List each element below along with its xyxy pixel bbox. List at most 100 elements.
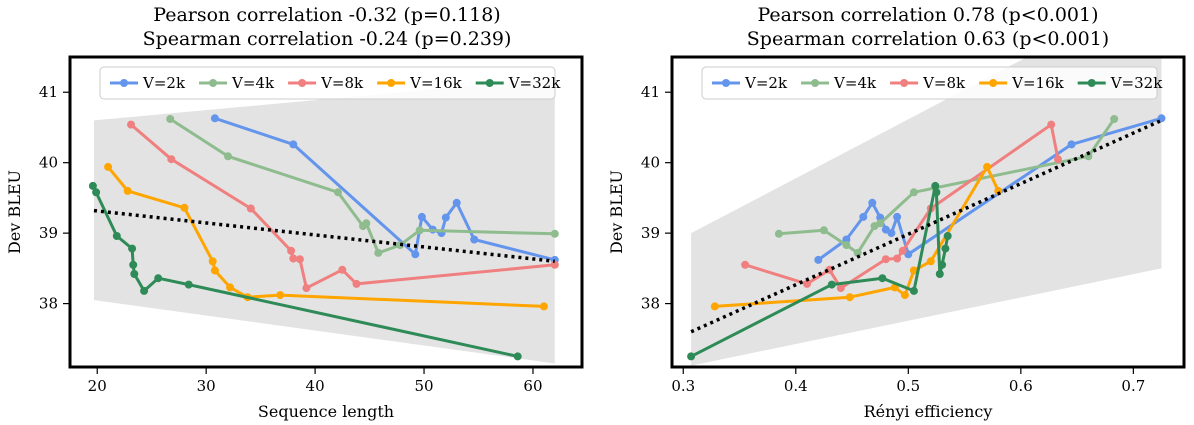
data-point <box>140 286 149 295</box>
x-tick-label: 0.5 <box>896 377 920 395</box>
data-point <box>1054 155 1062 164</box>
x-tick-label: 0.3 <box>671 377 695 395</box>
data-point <box>88 181 97 190</box>
data-point <box>167 155 176 164</box>
y-tick-label: 39 <box>39 224 58 242</box>
data-point <box>845 293 854 302</box>
x-axis-label: Sequence length <box>258 402 394 421</box>
data-point <box>302 284 311 293</box>
legend-swatch-marker <box>900 79 909 87</box>
legend-item-V=4k: V=4k <box>199 74 275 92</box>
data-point <box>827 280 836 289</box>
legend-item-V=32k: V=32k <box>475 74 561 92</box>
series-line-V=16k <box>714 165 1000 308</box>
series-V=4k <box>774 115 1119 257</box>
data-point <box>441 213 450 222</box>
data-point <box>352 279 361 288</box>
legend-label: V=2k <box>142 74 186 92</box>
data-point <box>246 204 255 213</box>
data-point <box>893 212 902 221</box>
data-point <box>334 188 342 197</box>
data-point <box>92 188 101 197</box>
plot-frame <box>68 55 584 369</box>
plot-frame <box>670 55 1186 369</box>
legend-item-V=16k: V=16k <box>979 74 1065 92</box>
legend-label: V=8k <box>320 74 364 92</box>
data-point <box>887 229 896 238</box>
data-point <box>276 291 285 300</box>
data-point <box>417 212 426 221</box>
legend-swatch-marker <box>1087 79 1096 87</box>
legend-label: V=8k <box>922 74 966 92</box>
data-point <box>932 188 941 197</box>
legend: V=2k V=4k V=8k V=16k V=32k <box>99 66 561 100</box>
legend-swatch-marker <box>989 79 998 87</box>
data-point <box>224 152 232 161</box>
x-tick-label: 30 <box>197 377 216 395</box>
confidence-band <box>93 78 555 364</box>
data-point <box>129 260 138 269</box>
legend-label: V=2k <box>744 74 788 92</box>
legend-label: V=4k <box>231 74 275 92</box>
data-point <box>938 260 947 269</box>
data-point <box>374 248 383 257</box>
data-point <box>210 114 219 123</box>
legend-swatch-marker <box>811 79 820 87</box>
data-point <box>853 248 862 257</box>
trend-line <box>93 208 555 264</box>
series-line-V=32k <box>91 185 519 358</box>
data-point <box>550 229 559 238</box>
series-V=2k <box>814 114 1166 264</box>
y-tick-label: 39 <box>641 224 660 242</box>
legend-item-V=4k: V=4k <box>801 74 877 92</box>
x-tick-label: 0.6 <box>1009 377 1033 395</box>
series-V=8k <box>127 120 559 293</box>
data-point <box>926 257 935 266</box>
data-point <box>868 198 877 207</box>
data-point <box>893 254 902 263</box>
legend-label: V=16k <box>1011 74 1064 92</box>
data-point <box>539 302 548 311</box>
legend-item-V=8k: V=8k <box>288 74 364 92</box>
data-point <box>154 274 163 283</box>
data-point <box>1084 152 1093 161</box>
y-tick-label: 38 <box>641 295 660 313</box>
data-point <box>814 255 823 264</box>
data-point <box>900 291 909 300</box>
data-point <box>741 260 750 269</box>
x-tick-label: 60 <box>523 377 542 395</box>
plot-area <box>687 57 1166 366</box>
data-point <box>208 257 217 266</box>
data-point <box>452 198 461 207</box>
data-point <box>289 254 298 263</box>
data-point <box>166 115 175 123</box>
legend-item-V=8k: V=8k <box>890 74 966 92</box>
legend-label: V=32k <box>1110 74 1163 92</box>
data-point <box>289 140 298 149</box>
x-tick-label: 0.4 <box>784 377 808 395</box>
y-tick-label: 38 <box>39 295 58 313</box>
data-point <box>180 203 189 212</box>
legend-swatch-marker <box>722 79 730 87</box>
data-point <box>774 229 783 238</box>
data-point <box>878 274 887 283</box>
x-tick-label: 0.7 <box>1121 377 1145 395</box>
data-point <box>859 212 868 221</box>
data-point <box>898 246 907 255</box>
legend-box <box>701 66 1158 100</box>
legend-item-V=2k: V=2k <box>110 74 186 92</box>
x-tick-label: 40 <box>306 377 325 395</box>
legend-item-V=32k: V=32k <box>1077 74 1163 92</box>
legend-swatch-marker <box>209 79 218 87</box>
legend-item-V=16k: V=16k <box>377 74 463 92</box>
data-point <box>513 352 522 361</box>
trend-line <box>690 118 1163 334</box>
data-point <box>931 181 940 190</box>
y-tick-label: 40 <box>39 154 58 172</box>
chart-title-line-1: Pearson correlation 0.78 (p<0.001) <box>757 4 1098 26</box>
data-point <box>1067 140 1076 149</box>
data-point <box>687 352 696 361</box>
chart-title-line-2: Spearman correlation 0.63 (p<0.001) <box>747 28 1109 50</box>
data-point <box>415 226 424 235</box>
data-point <box>935 270 944 278</box>
